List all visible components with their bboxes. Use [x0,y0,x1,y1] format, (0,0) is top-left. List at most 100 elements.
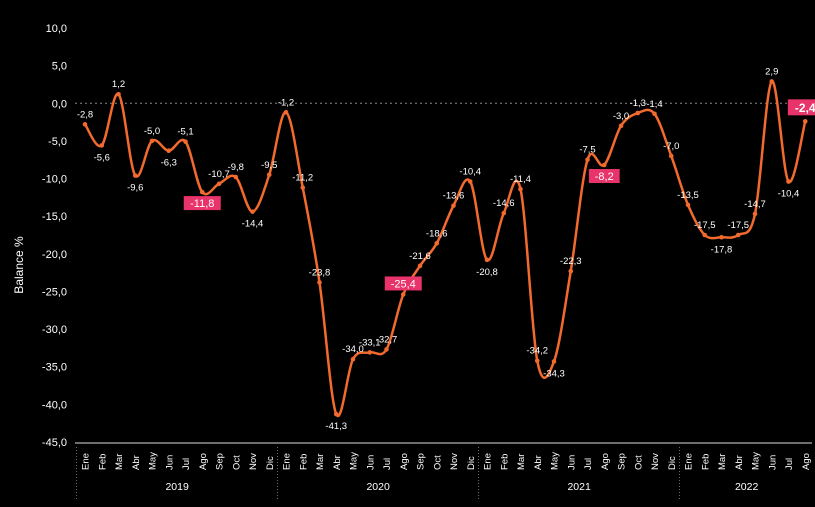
data-point [585,157,590,163]
data-label: -5,1 [177,127,193,138]
data-label: -10,7 [208,169,230,180]
x-tick-label: Ago [801,453,812,470]
y-axis: 10,0 5,0 0,0 -5,0 -10,0 -15,0 -20,0 -25,0 -30,0 -… [42,23,67,449]
x-tick-label: Nov [650,453,661,470]
data-label-highlight: -2,4 [795,101,815,115]
y-tick-label: 10,0 [46,23,67,35]
data-point [652,111,657,117]
data-label-highlight: -25,4 [391,278,416,290]
x-tick-label: Ene [483,453,494,470]
y-tick-label: -10,0 [42,174,67,186]
data-label: -7,5 [579,145,595,156]
x-tick-label: Sep [617,453,628,470]
x-tick-label: Feb [700,454,711,470]
x-tick-label: Ene [684,453,695,470]
data-label-highlight: -11,8 [190,198,214,210]
x-tick-label: Jun [365,455,376,470]
data-label: -13,6 [443,191,465,202]
y-tick-label: -45,0 [42,437,67,449]
data-point [534,358,540,364]
data-label: -17,5 [727,220,749,231]
x-tick-label: Ene [282,453,293,470]
data-label: -6,3 [161,158,177,169]
year-label: 2021 [567,481,591,493]
data-labels: -2,8-5,61,2-9,6-5,0-6,3-5,1-11,8-10,7-9,… [77,66,815,432]
data-label: -14,6 [493,198,515,209]
data-point [786,179,791,184]
x-tick-label: May [148,452,159,470]
x-tick-label: Jul [181,458,192,470]
data-point [183,139,188,144]
y-tick-label: -30,0 [42,324,67,336]
data-point [618,123,624,129]
data-label: -11,2 [292,173,313,184]
highlight-label-bg [183,196,221,211]
data-point [467,179,473,184]
y-tick-label: -5,0 [48,136,67,148]
data-label: -14,7 [744,199,766,210]
x-tick-label: Nov [248,453,259,470]
y-tick-label: -20,0 [42,249,67,261]
data-label: -10,4 [459,167,481,178]
x-axis: Ene Feb Mar Abr May Jun Jul Ago Sep Oct Nov Dic Ene F… [75,442,812,500]
x-tick-label: Abr [332,455,343,470]
highlight-label-bg [588,168,620,183]
data-point [99,143,105,148]
data-label: -34,3 [543,368,565,379]
data-point [752,211,758,217]
y-tick-label: -35,0 [42,362,67,374]
data-point [518,186,523,192]
data-label: -11,4 [510,174,531,185]
data-label: -1,2 [278,97,294,108]
data-label: -33,1 [359,337,381,348]
highlight-label-bg [787,99,815,116]
data-point [82,122,88,127]
data-point [601,162,607,168]
data-point [735,232,741,238]
x-tick-label: Oct [633,455,644,470]
data-point [350,356,356,362]
data-point [333,411,339,417]
data-label: -5,0 [144,126,160,137]
y-tick-label: -15,0 [42,211,67,223]
data-point [149,138,155,144]
x-tick-label: Jun [566,455,577,470]
data-points [82,79,808,417]
x-tick-label: Mar [114,454,125,470]
x-tick-label: Jul [382,458,393,470]
data-label: -7,0 [663,141,679,152]
data-label: 2,9 [765,66,778,77]
data-point [233,174,239,180]
data-label: -2,8 [77,109,93,120]
data-point [635,110,641,116]
x-tick-label: Dic [667,456,678,470]
data-label: -32,7 [376,334,398,345]
y-tick-label: 5,0 [52,61,67,73]
data-point [384,347,389,352]
data-label: -21,6 [409,251,431,262]
data-point [702,232,708,238]
data-point [501,210,507,216]
data-label: 1,2 [112,79,125,90]
data-label: -13,5 [677,190,699,201]
data-point [300,185,306,190]
data-point [132,173,138,178]
x-tick-label: Jul [583,458,594,470]
data-label: -23,8 [309,267,331,278]
x-tick-label: May [349,452,360,470]
data-label: -1,3 [630,98,646,109]
data-point [283,110,289,115]
data-point [400,292,406,297]
x-tick-label: Feb [298,454,309,470]
y-tick-label: 0,0 [52,98,67,110]
x-tick-label: Mar [516,454,527,470]
data-label: -34,2 [526,346,548,357]
data-label: -9,6 [127,183,143,194]
x-tick-label: Feb [499,454,510,470]
x-tick-label: Jun [164,455,175,470]
x-tick-label: Ene [81,453,92,470]
data-point [166,148,172,153]
data-label: -14,4 [242,219,264,230]
data-point [367,350,373,355]
x-tick-label: Sep [215,453,226,470]
